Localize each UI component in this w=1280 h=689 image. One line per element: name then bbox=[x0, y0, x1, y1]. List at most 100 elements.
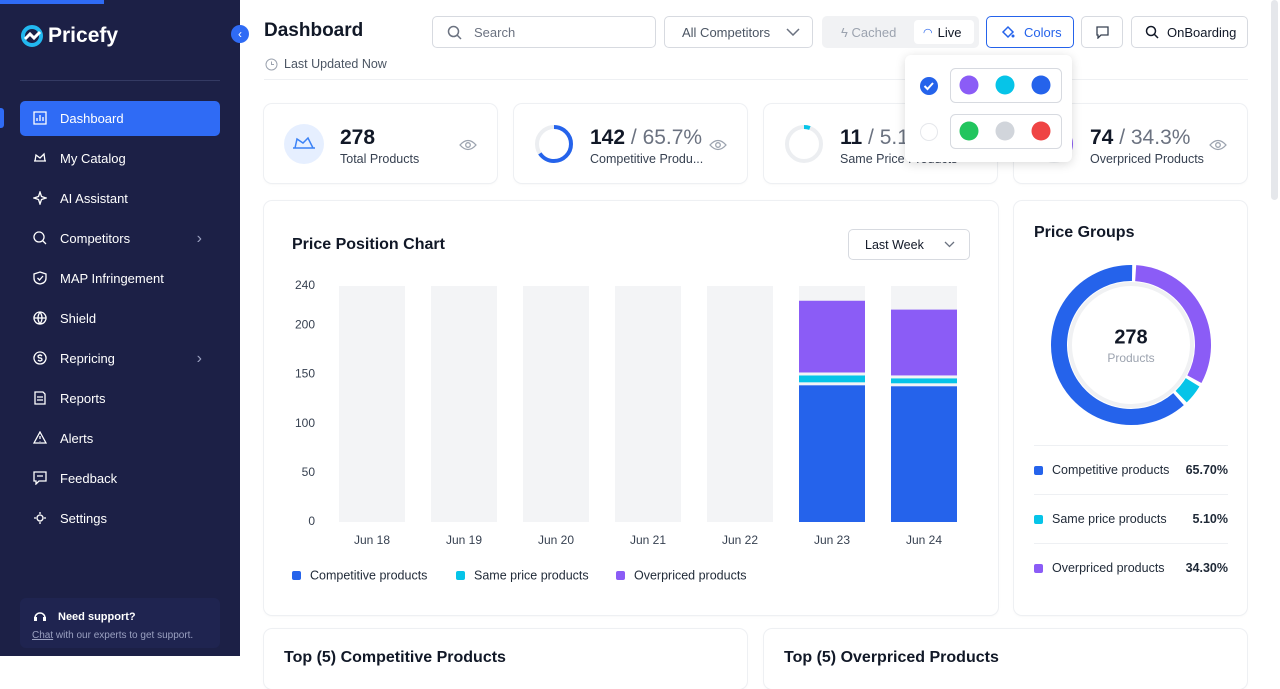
nav-item[interactable]: My Catalog bbox=[20, 141, 220, 176]
bar-track bbox=[339, 286, 405, 522]
legend-swatch bbox=[616, 571, 625, 580]
nav-icon bbox=[33, 431, 47, 444]
support-text: Chat with our experts to get support. bbox=[32, 630, 193, 641]
nav-label: Dashboard bbox=[60, 111, 124, 126]
bar-chart-card: Price Position Chart Last Week 0 50 100 150… bbox=[264, 201, 998, 615]
stat-ring bbox=[785, 125, 823, 163]
brand-logo bbox=[21, 25, 43, 47]
nav-item[interactable]: Alerts bbox=[20, 421, 220, 456]
nav-label: AI Assistant bbox=[60, 191, 128, 206]
palette-option[interactable] bbox=[950, 68, 1063, 104]
cached-option[interactable]: ϟ Cached bbox=[841, 24, 897, 40]
nav-icon bbox=[33, 471, 47, 485]
eye-icon[interactable] bbox=[1209, 139, 1227, 151]
legend-label: Competitive products bbox=[310, 568, 427, 582]
divider bbox=[20, 80, 220, 81]
legend-swatch bbox=[456, 571, 465, 580]
legend-row: Overpriced products 34.30% bbox=[1034, 561, 1228, 575]
onboarding-label: OnBoarding bbox=[1167, 24, 1237, 40]
stat-card: 278 Total Products bbox=[264, 104, 497, 183]
donut-card: Price Groups 278 Products Competitive pro… bbox=[1014, 201, 1247, 615]
x-tick-label: Jun 23 bbox=[814, 533, 850, 547]
stat-percent: / 65.7% bbox=[630, 126, 703, 149]
x-tick-label: Jun 19 bbox=[446, 533, 482, 547]
support-box: Need support? Chat with our experts to g… bbox=[20, 598, 220, 648]
donut-segment bbox=[1134, 265, 1211, 383]
nav-item[interactable]: AI Assistant bbox=[20, 181, 220, 216]
nav-icon bbox=[33, 351, 47, 365]
legend-row: Same price products 5.10% bbox=[1034, 512, 1228, 526]
onboarding-button[interactable]: OnBoarding bbox=[1131, 16, 1248, 48]
nav-item[interactable]: MAP Infringement bbox=[20, 261, 220, 296]
donut-center-value: 278 bbox=[1114, 326, 1147, 348]
header-divider bbox=[264, 79, 1248, 80]
stat-count: 11 bbox=[840, 126, 863, 149]
collapse-button[interactable]: ‹ bbox=[231, 25, 249, 43]
eye-icon[interactable] bbox=[459, 139, 477, 151]
search-icon bbox=[447, 25, 462, 40]
stat-percent-value: 34.3% bbox=[1130, 126, 1191, 149]
sidebar: Pricefy ‹ Dashboard My Catalog AI Assistan… bbox=[0, 0, 249, 656]
period-select[interactable]: Last Week bbox=[848, 229, 970, 260]
eye-icon[interactable] bbox=[709, 139, 727, 151]
search-box[interactable]: Search bbox=[432, 16, 656, 48]
stat-card: 142 / 65.7% Competitive Produ... bbox=[514, 104, 747, 183]
nav-item[interactable]: Feedback bbox=[20, 461, 220, 496]
palette-radio-checked[interactable] bbox=[919, 76, 939, 96]
nav-icon bbox=[33, 271, 47, 285]
y-tick-label: 200 bbox=[295, 318, 315, 332]
bar-segment bbox=[891, 378, 957, 384]
nav-icon bbox=[34, 391, 46, 405]
nav-item[interactable]: Repricing › bbox=[20, 341, 220, 376]
section-title: Top (5) Overpriced Products bbox=[784, 649, 999, 666]
nav-item[interactable]: Dashboard bbox=[20, 101, 220, 136]
bar-segment bbox=[799, 385, 865, 522]
nav-label: Repricing bbox=[60, 351, 115, 366]
nav-icon bbox=[33, 191, 47, 205]
legend-label: Same price products bbox=[1052, 512, 1167, 526]
bar-segment bbox=[891, 386, 957, 522]
nav-label: Competitors bbox=[60, 231, 131, 246]
live-label: Live bbox=[937, 24, 962, 40]
nav-item[interactable]: Competitors › bbox=[20, 221, 220, 256]
nav-label: Alerts bbox=[60, 431, 94, 446]
nav-label: Feedback bbox=[60, 471, 118, 486]
bar-track bbox=[523, 286, 589, 522]
competitor-select[interactable]: All Competitors bbox=[664, 16, 813, 48]
legend-divider bbox=[1034, 494, 1228, 495]
chevron bbox=[944, 241, 955, 248]
live-option[interactable]: ◠ Live bbox=[914, 20, 974, 44]
x-tick-label: Jun 20 bbox=[538, 533, 574, 547]
x-tick-label: Jun 22 bbox=[722, 533, 758, 547]
legend-divider bbox=[1034, 543, 1228, 544]
nav-label: Reports bbox=[60, 391, 106, 406]
donut-inner-ring bbox=[1068, 282, 1194, 408]
legend-label: Competitive products bbox=[1052, 463, 1170, 477]
donut-segment bbox=[1175, 377, 1200, 403]
nav-item[interactable]: Shield bbox=[20, 301, 220, 336]
nav-icon bbox=[33, 311, 47, 325]
support-desc: with our experts to get support. bbox=[55, 630, 194, 641]
comment-button[interactable] bbox=[1081, 16, 1123, 48]
legend-swatch bbox=[292, 571, 301, 580]
section-card: Top (5) Overpriced Products bbox=[764, 629, 1247, 689]
cached-label: Cached bbox=[851, 24, 897, 40]
nav-label: MAP Infringement bbox=[60, 271, 164, 286]
nav-item[interactable]: Settings bbox=[20, 501, 220, 536]
stat-value: 142 / 65.7% bbox=[590, 126, 702, 150]
nav-item[interactable]: Reports bbox=[20, 381, 220, 416]
palette-radio[interactable] bbox=[919, 122, 939, 142]
stat-label: Overpriced Products bbox=[1090, 152, 1204, 166]
legend-label: Overpriced products bbox=[634, 568, 747, 582]
top-accent bbox=[0, 0, 104, 4]
legend-value: 5.10% bbox=[1192, 512, 1228, 526]
stat-percent: / 34.3% bbox=[1119, 126, 1191, 149]
search-placeholder: Search bbox=[474, 24, 516, 40]
stat-label: Total Products bbox=[340, 152, 420, 166]
palette-option[interactable] bbox=[950, 114, 1063, 150]
stat-count: 74 bbox=[1090, 126, 1114, 149]
bar-segment bbox=[891, 309, 957, 376]
legend-divider bbox=[1034, 445, 1228, 446]
colors-button[interactable]: Colors bbox=[986, 16, 1074, 48]
support-link[interactable]: Chat bbox=[32, 630, 54, 641]
